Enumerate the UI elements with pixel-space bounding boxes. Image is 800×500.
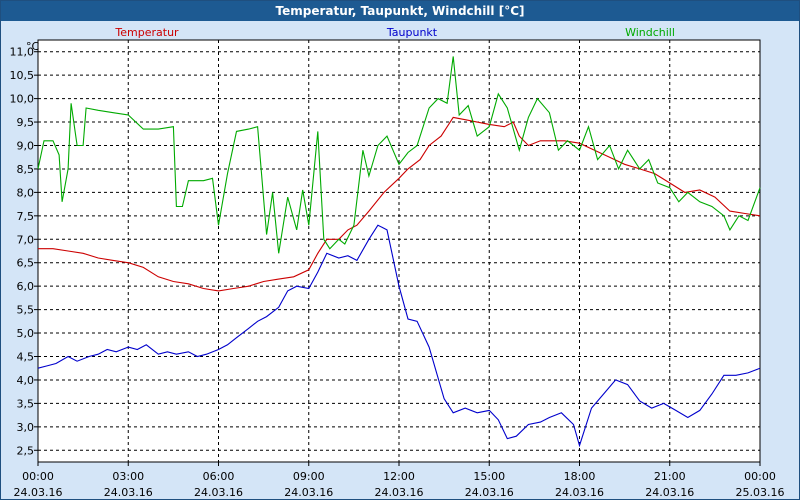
y-axis-unit: °C [26,40,40,53]
y-tick-label: 5,0 [17,327,35,340]
y-tick-label: 6,5 [17,257,35,270]
x-tick-date: 24.03.16 [465,486,514,499]
y-tick-label: 2,5 [17,444,35,457]
series-line-taupunkt [37,224,761,448]
legend-item-windchill: Windchill [625,26,675,39]
legend: Temperatur Taupunkt Windchill [114,26,675,39]
grid-lines [38,40,760,462]
y-tick-label: 10,5 [10,69,35,82]
series-lines [37,56,761,448]
y-tick-label: 4,0 [17,374,35,387]
y-tick-label: 3,5 [17,397,35,410]
x-tick-date: 24.03.16 [14,486,63,499]
x-tick-date: 24.03.16 [375,486,424,499]
x-tick-time: 12:00 [383,470,415,483]
x-tick-date: 24.03.16 [284,486,333,499]
y-tick-label: 10,0 [10,93,35,106]
x-tick-time: 06:00 [203,470,235,483]
x-tick-date: 24.03.16 [645,486,694,499]
x-tick-time: 03:00 [112,470,144,483]
y-tick-label: 9,0 [17,140,35,153]
x-tick-time: 00:00 [22,470,54,483]
chart-title: Temperatur, Taupunkt, Windchill [°C] [1,1,799,21]
series-line-windchill [37,56,761,254]
y-tick-label: 8,0 [17,186,35,199]
series-line-temperatur [38,116,761,292]
y-tick-label: 3,0 [17,421,35,434]
x-tick-time: 15:00 [473,470,505,483]
legend-item-taupunkt: Taupunkt [386,26,438,39]
x-tick-date: 24.03.16 [104,486,153,499]
y-tick-label: 7,5 [17,210,35,223]
y-tick-label: 5,5 [17,304,35,317]
y-axis-ticks: 2,5 3,0 3,5 4,0 4,5 5,0 5,5 6,0 6,5 7,0 7,5 8,0 8,5 9… [10,46,38,457]
y-tick-label: 6,0 [17,280,35,293]
y-tick-label: 11,0 [10,46,35,59]
legend-item-temperatur: Temperatur [114,26,179,39]
x-axis-ticks: 00:00 24.03.16 03:00 24.03.16 06:00 24.03.16 0… [14,462,785,499]
x-tick-time: 00:00 [744,470,776,483]
x-tick-date: 24.03.16 [194,486,243,499]
y-tick-label: 4,5 [17,351,35,364]
y-tick-label: 8,5 [17,163,35,176]
x-tick-date: 24.03.16 [555,486,604,499]
x-tick-time: 18:00 [564,470,596,483]
x-tick-date: 25.03.16 [736,486,785,499]
y-tick-label: 9,5 [17,116,35,129]
x-tick-time: 21:00 [654,470,686,483]
y-tick-label: 7,0 [17,233,35,246]
x-tick-time: 09:00 [293,470,325,483]
